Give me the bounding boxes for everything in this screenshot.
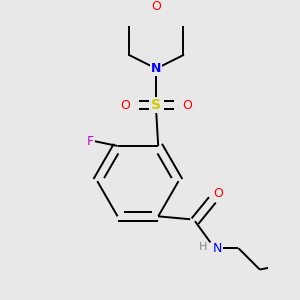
Text: O: O (151, 0, 161, 13)
Text: F: F (87, 135, 94, 148)
Text: S: S (151, 98, 161, 112)
Text: O: O (120, 99, 130, 112)
Text: O: O (213, 187, 223, 200)
Text: H: H (199, 242, 207, 252)
Text: O: O (182, 99, 192, 112)
Text: N: N (151, 62, 161, 75)
Text: N: N (212, 242, 222, 255)
